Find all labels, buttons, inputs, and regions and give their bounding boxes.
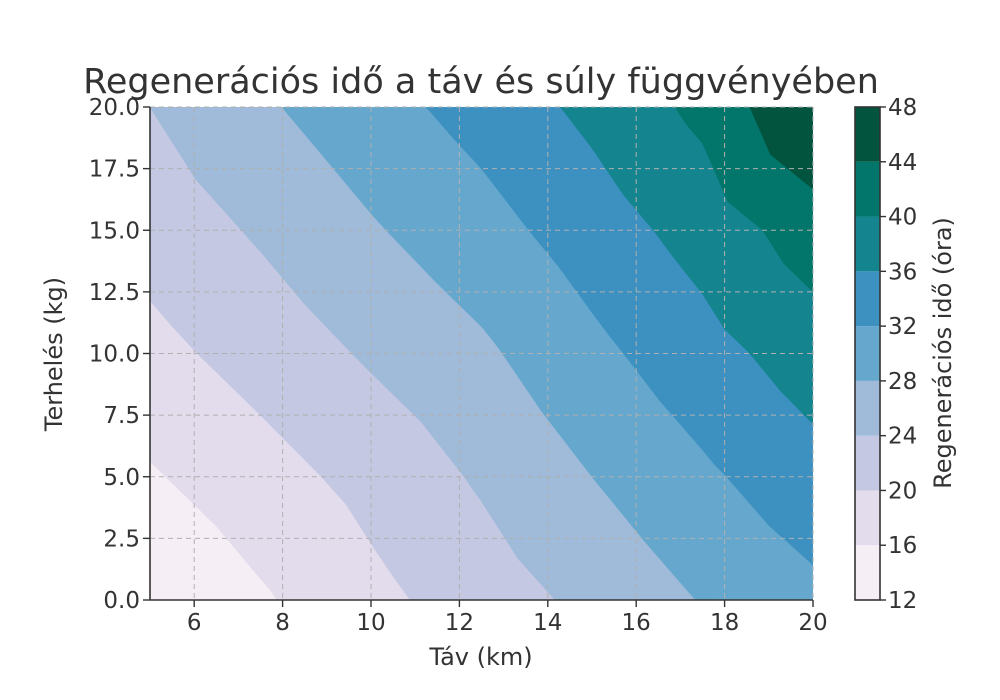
colorbar-swatch xyxy=(855,490,880,546)
colorbar-swatch xyxy=(855,435,880,491)
colorbar-tick-label: 48 xyxy=(888,95,917,121)
x-axis-label: Táv (km) xyxy=(428,643,532,671)
colorbar-tick-label: 44 xyxy=(888,150,917,176)
colorbar-swatch xyxy=(855,271,880,327)
x-tick-label: 10 xyxy=(356,610,385,636)
colorbar-tick-label: 28 xyxy=(888,369,917,395)
x-tick-label: 8 xyxy=(275,610,290,636)
x-tick-label: 16 xyxy=(622,610,651,636)
y-axis-label: Terhelés (kg) xyxy=(40,277,68,432)
y-tick-label: 5.0 xyxy=(103,465,140,491)
colorbar-swatch xyxy=(855,545,880,600)
colorbar-swatch xyxy=(855,380,880,436)
colorbar-tick-label: 36 xyxy=(888,259,917,285)
colorbar-tick-label: 32 xyxy=(888,314,917,340)
contour-band-9 xyxy=(749,107,813,190)
colorbar-tick-label: 20 xyxy=(888,478,917,504)
plot-area xyxy=(149,106,814,601)
x-tick-label: 20 xyxy=(798,610,827,636)
y-tick-label: 15.0 xyxy=(89,218,140,244)
contour-band-8 xyxy=(674,107,813,293)
colorbar-swatch xyxy=(855,216,880,272)
colorbar-tick-label: 16 xyxy=(888,533,917,559)
colorbar-tick-label: 40 xyxy=(888,205,917,231)
y-tick-label: 20.0 xyxy=(89,95,140,121)
x-tick-label: 6 xyxy=(187,610,202,636)
y-tick-label: 17.5 xyxy=(89,157,140,183)
colorbar-frame xyxy=(854,106,881,601)
y-tick-label: 10.0 xyxy=(89,342,140,368)
colorbar-swatch xyxy=(855,161,880,217)
colorbar-label: Regenerációs idő (óra) xyxy=(929,217,957,489)
colorbar-swatch xyxy=(855,107,880,162)
y-tick-label: 0.0 xyxy=(103,588,140,614)
y-axis: 0.0 2.5 5.0 7.5 10.0 12.5 15.0 17.5 20.0 xyxy=(89,95,150,614)
x-tick-label: 12 xyxy=(445,610,474,636)
y-tick-label: 7.5 xyxy=(103,403,140,429)
x-tick-label: 18 xyxy=(710,610,739,636)
colorbar-tick-label: 12 xyxy=(888,588,917,614)
x-tick-label: 14 xyxy=(533,610,562,636)
y-tick-label: 2.5 xyxy=(103,526,140,552)
colorbar: 12 16 20 24 28 32 36 40 44 48 xyxy=(854,95,917,614)
y-tick-label: 12.5 xyxy=(89,280,140,306)
x-axis: 6 8 10 12 14 16 18 20 xyxy=(187,600,828,636)
colorbar-tick-label: 24 xyxy=(888,424,917,450)
chart-title: Regenerációs idő a táv és súly függvényé… xyxy=(83,62,879,102)
colorbar-swatch xyxy=(855,326,880,381)
